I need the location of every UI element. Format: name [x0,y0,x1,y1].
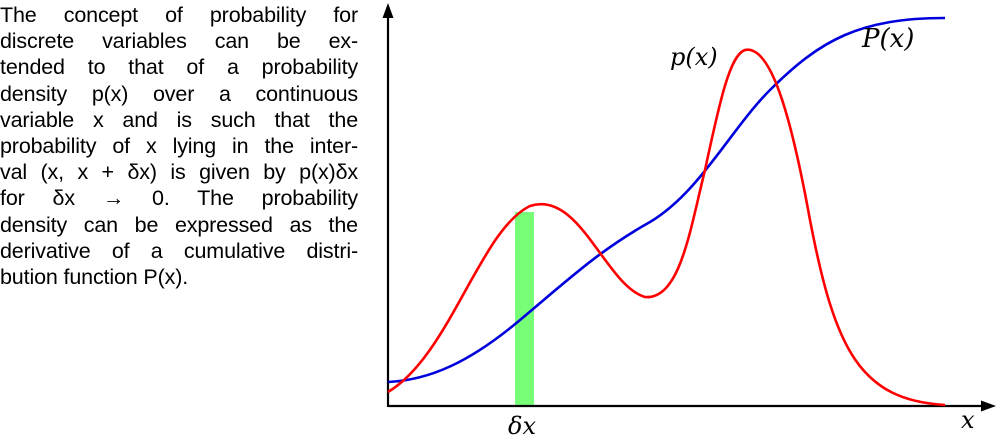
delta-x-interval [515,212,534,407]
probability-density-curve [387,48,946,407]
caption-line: tended to that of a probability [0,55,358,80]
density-label: p(x) [670,43,718,71]
caption-line: bution function P(x). [0,264,189,289]
caption-line: density can be expressed as the [0,212,358,237]
caption-line: discrete variables can be ex- [0,29,358,54]
caption-line: derivative of a cumulative distri- [0,238,358,263]
y-axis-arrowhead [382,3,394,18]
caption-line: variable x and is such that the [0,107,358,132]
caption-line: probability of x lying in the inter- [0,133,358,158]
cumulative-label: P(x) [861,24,914,54]
caption-text: The concept of probability for discrete … [0,2,358,290]
x-axis-label: x [961,406,975,434]
caption-line: for δx → 0. The probability [0,186,358,211]
delta-x-label: δx [508,412,536,435]
x-axis-arrowhead [981,400,996,412]
caption-line: The concept of probability for [0,3,358,27]
caption-line: val (x, x + δx) is given by p(x)δx [0,160,358,185]
cumulative-distribution-curve [387,16,946,384]
caption-line: density p(x) over a continuous [0,81,358,106]
